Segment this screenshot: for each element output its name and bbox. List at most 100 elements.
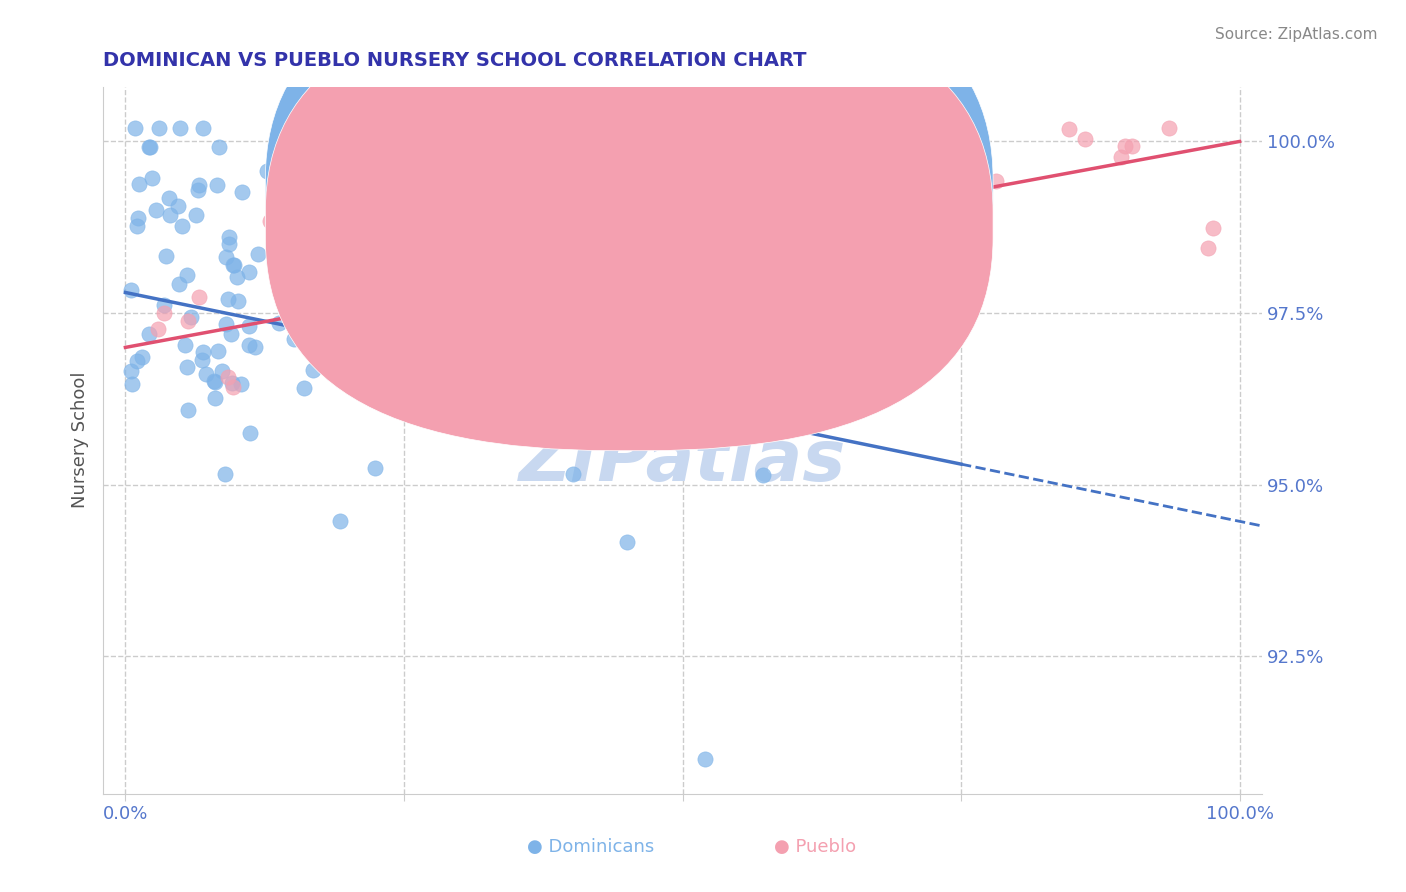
Point [238,319,260,334]
Point [889,227,911,241]
Point [782,202,804,216]
Point [294,319,316,334]
Point [299,235,322,249]
Point [346,211,368,226]
Point [520,362,543,376]
Point [752,468,775,483]
Point [194,368,217,382]
Point [222,258,245,272]
Point [222,380,245,394]
Point [326,367,349,381]
Point [304,336,326,351]
Point [359,252,381,266]
Point [429,286,451,301]
Point [408,241,430,255]
Point [231,186,253,200]
Point [307,308,329,322]
Point [141,171,163,186]
Point [217,369,239,384]
Point [239,425,262,440]
Point [146,322,169,336]
Point [159,208,181,222]
Point [381,280,404,294]
Point [384,316,406,330]
Point [243,341,266,355]
Point [370,302,392,317]
Point [321,366,343,380]
Point [131,350,153,364]
Point [922,195,945,210]
Point [443,285,465,300]
Point [259,213,281,227]
Point [207,343,229,358]
Point [841,205,863,219]
Point [208,139,231,153]
Point [865,214,887,228]
Point [984,174,1007,188]
Point [904,167,927,181]
Point [460,233,482,247]
Point [166,199,188,213]
Point [153,306,176,320]
Point [1197,241,1219,255]
Point [148,120,170,135]
Point [231,377,253,392]
Point [394,318,416,333]
Point [214,467,236,482]
Point [479,310,502,324]
Point [217,292,239,306]
Point [226,293,249,308]
Point [219,326,242,341]
Point [730,251,752,265]
Point [366,295,388,310]
Point [174,337,197,351]
Text: ● Dominicans: ● Dominicans [527,838,654,856]
Point [1114,139,1136,153]
Point [221,376,243,391]
Point [627,243,650,257]
FancyBboxPatch shape [596,153,908,249]
Point [427,235,450,249]
Point [155,249,177,263]
Point [769,237,792,252]
Point [176,268,198,282]
Point [434,311,457,326]
Point [582,434,605,448]
Point [647,249,669,263]
Point [579,368,602,383]
Text: R =  0.504: R = 0.504 [654,218,742,235]
Point [125,219,148,233]
Point [740,186,762,200]
Point [187,182,209,196]
Point [550,264,572,278]
Point [613,277,636,292]
Point [204,375,226,389]
Point [434,262,457,277]
Point [340,361,363,376]
Point [1157,120,1180,135]
Point [121,377,143,392]
Point [139,140,162,154]
Point [640,236,662,251]
Point [422,273,444,287]
Point [264,171,287,186]
Point [905,215,928,229]
Point [138,326,160,341]
Point [211,364,233,378]
Point [481,339,503,353]
Point [204,374,226,388]
Point [599,369,621,384]
Text: DOMINICAN VS PUEBLO NURSERY SCHOOL CORRELATION CHART: DOMINICAN VS PUEBLO NURSERY SCHOOL CORRE… [103,51,807,70]
Point [128,177,150,191]
Point [256,164,278,178]
Point [516,354,538,368]
Point [294,268,316,283]
Point [884,244,907,258]
Point [191,345,214,359]
Point [561,467,583,481]
Point [120,283,142,297]
Point [724,276,747,290]
Point [1109,150,1132,164]
Point [389,318,412,333]
Point [686,222,709,236]
